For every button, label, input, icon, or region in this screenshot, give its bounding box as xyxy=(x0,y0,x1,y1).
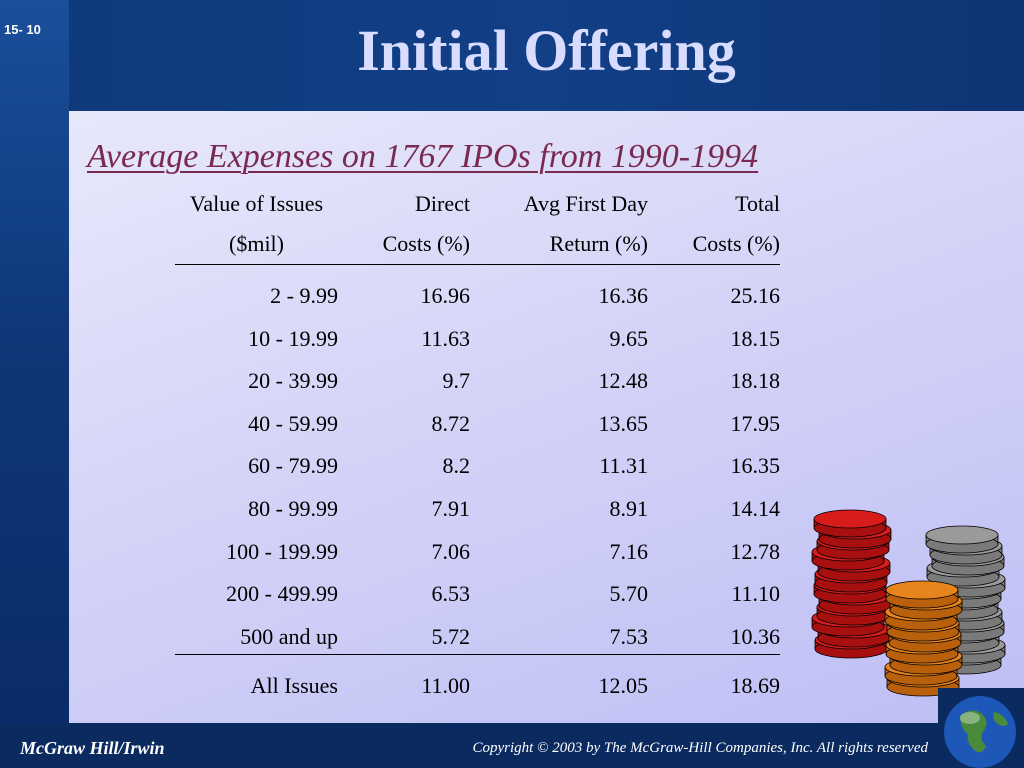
cell-direct-costs: 16.96 xyxy=(420,283,471,308)
slide-title: Initial Offering xyxy=(357,18,736,83)
table-header-row-2: ($mil) Costs (%) Return (%) Costs (%) xyxy=(175,230,780,270)
table-row: 20 - 39.99 9.7 12.48 18.18 xyxy=(175,366,780,409)
coin-stacks-icon xyxy=(811,509,1006,697)
table-total-row: All Issues 11.00 12.05 18.69 xyxy=(175,671,780,714)
header-total-line1: Total xyxy=(735,191,780,216)
header-direct-line2: Costs (%) xyxy=(382,231,470,256)
cell-first-day-return: 12.48 xyxy=(598,368,649,394)
header-return-line1: Avg First Day xyxy=(523,191,648,216)
cell-first-day-return: 7.53 xyxy=(609,623,649,649)
cell-value-range: 40 - 59.99 xyxy=(248,410,338,436)
cell-total-costs: 10.36 xyxy=(730,623,781,649)
total-label: All Issues xyxy=(250,673,338,699)
cell-value-range: 200 - 499.99 xyxy=(226,581,338,607)
header-divider xyxy=(175,264,780,265)
cell-total-costs: 18.18 xyxy=(730,368,781,394)
cell-direct-costs: 8.72 xyxy=(431,410,471,436)
cell-first-day-return: 8.91 xyxy=(609,495,649,521)
slide-subtitle: Average Expenses on 1767 IPOs from 1990-… xyxy=(87,138,759,175)
table-row: 40 - 59.99 8.72 13.65 17.95 xyxy=(175,409,780,452)
cell-total-costs: 11.10 xyxy=(731,581,780,607)
table-row: 2 - 9.99 16.96 16.36 25.16 xyxy=(175,281,780,324)
footer-bar xyxy=(0,723,1024,768)
cell-first-day-return: 11.31 xyxy=(599,453,648,479)
table-body: 2 - 9.99 16.96 16.36 25.16 10 - 19.99 11.63 9.… xyxy=(175,281,780,664)
cell-value-range: 500 and up xyxy=(240,623,338,649)
footer-copyright: Copyright © 2003 by The McGraw-Hill Comp… xyxy=(472,740,928,756)
table-row: 200 - 499.99 6.53 5.70 11.10 xyxy=(175,579,780,622)
header-total-line2: Costs (%) xyxy=(692,231,780,256)
cell-total-costs: 14.14 xyxy=(730,495,781,521)
cell-first-day-return: 5.70 xyxy=(609,581,649,607)
table-row: 100 - 199.99 7.06 7.16 12.78 xyxy=(175,537,780,580)
cell-direct-costs: 7.91 xyxy=(431,495,471,521)
table-row: 80 - 99.99 7.91 8.91 14.14 xyxy=(175,494,780,537)
header-value-line1: Value of Issues xyxy=(189,191,324,216)
cell-direct-costs: 8.2 xyxy=(442,453,471,479)
cell-value-range: 60 - 79.99 xyxy=(248,453,338,479)
title-bar xyxy=(69,0,1024,111)
ipo-expenses-table: Value of Issues Direct Avg First Day Tot… xyxy=(175,190,780,714)
total-costs: 18.69 xyxy=(730,673,781,699)
table-row: 10 - 19.99 11.63 9.65 18.15 xyxy=(175,324,780,367)
cell-direct-costs: 6.53 xyxy=(431,581,471,607)
header-return-line2: Return (%) xyxy=(549,231,648,256)
cell-direct-costs: 5.72 xyxy=(431,623,471,649)
cell-first-day-return: 7.16 xyxy=(609,538,649,564)
left-bar xyxy=(0,0,69,768)
cell-first-day-return: 9.65 xyxy=(609,325,649,351)
header-value-line2: ($mil) xyxy=(229,231,284,256)
slide-number: 15- 10 xyxy=(4,22,41,37)
table-row: 60 - 79.99 8.2 11.31 16.35 xyxy=(175,451,780,494)
table-row: 500 and up 5.72 7.53 10.36 xyxy=(175,622,780,665)
cell-total-costs: 17.95 xyxy=(730,410,781,436)
header-direct-line1: Direct xyxy=(415,191,470,216)
cell-total-costs: 12.78 xyxy=(730,538,781,564)
cell-value-range: 2 - 9.99 xyxy=(270,283,338,308)
cell-value-range: 10 - 19.99 xyxy=(248,325,338,351)
cell-total-costs: 16.35 xyxy=(730,453,781,479)
table-header-row: Value of Issues Direct Avg First Day Tot… xyxy=(175,190,780,230)
cell-total-costs: 18.15 xyxy=(730,325,781,351)
cell-first-day-return: 16.36 xyxy=(598,283,649,308)
globe-icon xyxy=(938,688,1024,768)
footer-publisher: McGraw Hill/Irwin xyxy=(20,738,165,758)
total-divider xyxy=(175,654,780,656)
cell-direct-costs: 9.7 xyxy=(442,368,471,394)
cell-value-range: 100 - 199.99 xyxy=(226,538,338,564)
total-direct: 11.00 xyxy=(421,673,470,699)
cell-value-range: 80 - 99.99 xyxy=(248,495,338,521)
cell-total-costs: 25.16 xyxy=(730,283,781,308)
cell-direct-costs: 7.06 xyxy=(431,538,471,564)
cell-first-day-return: 13.65 xyxy=(598,410,649,436)
cell-direct-costs: 11.63 xyxy=(421,325,470,351)
cell-value-range: 20 - 39.99 xyxy=(248,368,338,394)
total-return: 12.05 xyxy=(598,673,649,699)
